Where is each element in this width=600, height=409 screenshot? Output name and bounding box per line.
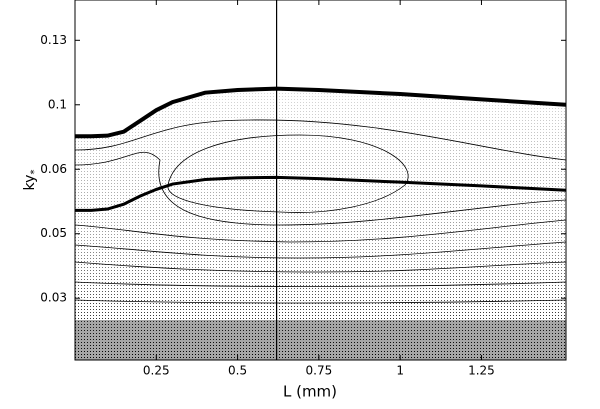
y-label-sub: * <box>29 170 40 175</box>
y-tick-label: 0.05 <box>40 226 67 240</box>
x-tick-label: 1.25 <box>468 364 495 378</box>
y-label-main: ky <box>22 175 38 191</box>
x-tick-label: 0.25 <box>143 364 170 378</box>
plot-frame <box>74 0 567 361</box>
contour-lines <box>75 119 566 304</box>
x-tick-label: 0.5 <box>228 364 247 378</box>
y-tick-label: 0.06 <box>40 162 67 176</box>
y-tick-label: 0.1 <box>48 97 67 111</box>
dense-band <box>75 320 566 360</box>
y-tick-label: 0.13 <box>40 33 67 47</box>
y-tick-label: 0.03 <box>40 291 67 305</box>
y-axis-label: ky* <box>22 170 40 191</box>
x-axis-label: L (mm) <box>283 383 337 401</box>
contour-line <box>75 86 566 139</box>
x-tick-label: 0.75 <box>306 364 333 378</box>
contour-line <box>75 175 566 212</box>
x-tick-label: 1 <box>396 364 404 378</box>
